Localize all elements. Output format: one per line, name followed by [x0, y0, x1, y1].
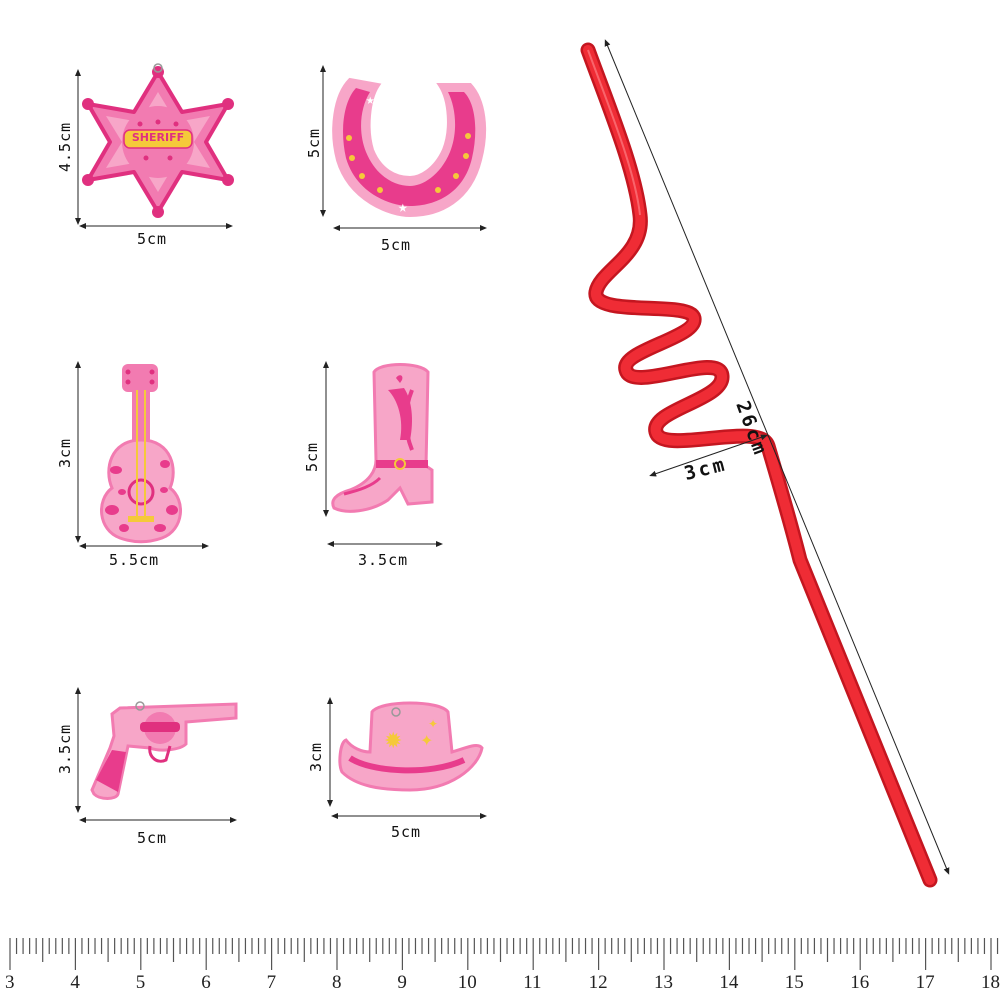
- svg-text:✦: ✦: [428, 717, 438, 731]
- boot-width-label: 3.5cm: [358, 551, 409, 569]
- ruler: [9, 938, 999, 970]
- straw-dimension-lines: [604, 39, 950, 875]
- horseshoe-charm: ★ ★ ★: [332, 77, 487, 218]
- svg-text:★: ★: [398, 197, 408, 216]
- ruler-number: 14: [719, 972, 739, 993]
- revolver-width-label: 5cm: [137, 829, 168, 847]
- ruler-number: 17: [915, 972, 935, 993]
- horseshoe-width-label: 5cm: [381, 236, 412, 254]
- ruler-number: 9: [397, 972, 407, 993]
- crazy-straw: [580, 42, 938, 888]
- ruler-number: 5: [135, 972, 146, 993]
- cowboy-boot-charm: [331, 363, 434, 513]
- ruler-number: 7: [266, 972, 277, 993]
- ruler-number: 10: [457, 972, 477, 993]
- sheriff-width-label: 5cm: [137, 230, 168, 248]
- revolver-charm: [90, 701, 238, 800]
- guitar-height-label: 3cm: [56, 437, 74, 469]
- horseshoe-height-label: 5cm: [305, 127, 323, 159]
- sheriff-badge-text: SHERIFF: [131, 131, 185, 144]
- guitar-width-label: 5.5cm: [109, 551, 160, 569]
- cowboy-hat-charm: ✹ ✦ ✦: [338, 701, 484, 792]
- boot-height-label: 5cm: [303, 441, 321, 473]
- ruler-number: 18: [981, 972, 1000, 993]
- ruler-number: 11: [523, 972, 542, 993]
- svg-text:★: ★: [436, 96, 445, 112]
- hat-height-label: 3cm: [307, 741, 325, 773]
- ruler-number: 6: [201, 972, 211, 993]
- sheriff-height-label: 4.5cm: [56, 121, 74, 172]
- ruler-number: 3: [5, 972, 15, 993]
- guitar-charm: [100, 364, 182, 544]
- ruler-number: 12: [588, 972, 608, 993]
- ruler-number: 4: [70, 972, 80, 993]
- dimension-lines: [75, 65, 487, 823]
- sheriff-badge-charm: [82, 63, 234, 218]
- revolver-height-label: 3.5cm: [56, 723, 74, 774]
- hat-width-label: 5cm: [391, 823, 422, 841]
- svg-text:★: ★: [366, 92, 375, 108]
- svg-text:✹: ✹: [384, 729, 402, 754]
- ruler-number: 8: [332, 972, 342, 993]
- ruler-number: 16: [850, 972, 870, 993]
- svg-text:✦: ✦: [420, 731, 433, 750]
- ruler-number: 15: [784, 972, 804, 993]
- ruler-number: 13: [654, 972, 673, 993]
